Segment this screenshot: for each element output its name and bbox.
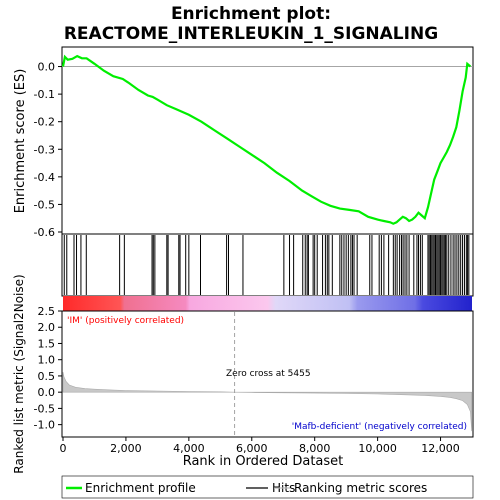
es-y-tick-label: -0.3 (34, 143, 55, 156)
ranking-color-bar (63, 296, 472, 311)
metric-y-axis-label: Ranked list metric (Signal2Noise) (12, 274, 26, 473)
es-y-tick-label: -0.5 (34, 198, 55, 211)
metric-plot-frame (61, 310, 474, 438)
metric-y-tick-label: 1.5 (38, 337, 56, 350)
legend-label-metric: Ranking metric scores (294, 481, 427, 495)
metric-y-tick-label: 2.5 (38, 305, 56, 318)
legend-label-enrichment: Enrichment profile (85, 481, 196, 495)
chart-title-line1: Enrichment plot: (171, 4, 331, 24)
legend-frame (61, 475, 474, 499)
hits-panel (61, 233, 474, 297)
metric-y-tick-label: 0.5 (38, 370, 56, 383)
x-tick-label: 8,000 (299, 442, 331, 455)
x-tick-label: 12,000 (421, 442, 460, 455)
legend: Enrichment profile Hits Ranking metric s… (61, 475, 474, 499)
x-tick-label: 6,000 (236, 442, 268, 455)
ranking-metric-area (62, 371, 473, 432)
metric-y-tick-label: -0.5 (34, 402, 55, 415)
x-tick-label: 10,000 (358, 442, 397, 455)
x-tick-label: 4,000 (173, 442, 205, 455)
hit-markers (63, 235, 470, 295)
metric-y-tick-label: 0.0 (38, 386, 56, 399)
metric-y-tick-label: 1.0 (38, 354, 56, 367)
es-y-tick-label: -0.1 (34, 88, 55, 101)
es-y-tick-label: -0.4 (34, 171, 55, 184)
chart-title-line2: REACTOME_INTERLEUKIN_1_SIGNALING (64, 24, 438, 44)
x-axis: 0 2,000 4,000 6,000 8,000 10,000 12,000 (60, 437, 460, 455)
x-tick-label: 2,000 (110, 442, 142, 455)
es-plot-frame (61, 46, 474, 235)
metric-panel: 2.5 2.0 1.5 1.0 0.5 0.0 -0.5 -1.0 'IM' (positiv… (12, 274, 474, 474)
es-y-tick-label: -0.6 (34, 226, 55, 239)
enrichment-profile-line (61, 54, 472, 225)
zero-cross-label: Zero cross at 5455 (226, 369, 311, 379)
metric-y-axis: 2.5 2.0 1.5 1.0 0.5 0.0 -0.5 -1.0 (34, 305, 62, 432)
x-axis-label: Rank in Ordered Dataset (183, 454, 344, 469)
es-panel: 0.0 -0.1 -0.2 -0.3 -0.4 -0.5 -0.6 Enrichment s… (13, 46, 474, 239)
x-tick-label: 0 (60, 442, 67, 455)
es-y-tick-label: -0.2 (34, 116, 55, 129)
es-y-axis-label: Enrichment score (ES) (13, 69, 28, 214)
hits-frame (61, 233, 474, 297)
negative-label: 'Mafb-deficient' (negatively correlated) (292, 422, 467, 432)
es-y-axis: 0.0 -0.1 -0.2 -0.3 -0.4 -0.5 -0.6 (34, 61, 62, 239)
es-y-tick-label: 0.0 (38, 61, 56, 74)
metric-y-tick-label: -1.0 (34, 419, 55, 432)
positive-label: 'IM' (positively correlated) (67, 316, 184, 326)
metric-y-tick-label: 2.0 (38, 321, 56, 334)
